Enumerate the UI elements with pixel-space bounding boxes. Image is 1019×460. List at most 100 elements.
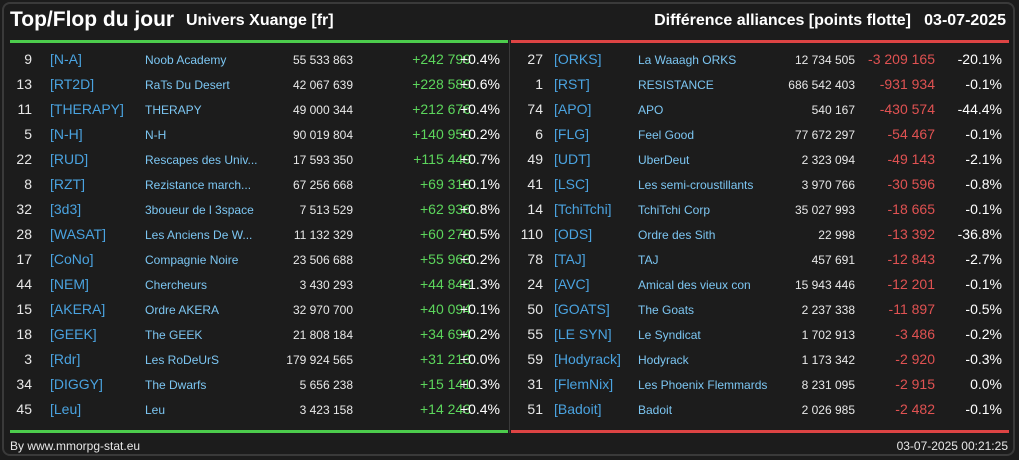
alliance-name-link[interactable]: Ordre AKERA [145, 303, 220, 317]
alliance-tag-link[interactable]: [TchiTchi] [554, 201, 612, 217]
alliance-tag-link[interactable]: [FLG] [554, 126, 590, 142]
alliance-row: 31 [FlemNix] Les Phoenix Flemmards 8 231 09… [511, 373, 1009, 398]
alliance-tag-link[interactable]: [AVC] [554, 276, 590, 292]
alliance-name-link[interactable]: Amical des vieux con [638, 278, 751, 292]
alliance-rank: 6 [535, 126, 543, 142]
alliance-row: 5 [N-H] N-H 90 019 804 +140 950 +0.2% [10, 123, 508, 148]
alliance-name-link[interactable]: Feel Good [638, 128, 695, 142]
alliance-tag-link[interactable]: [ORKS] [554, 51, 602, 67]
alliance-tag-link[interactable]: [RUD] [50, 151, 89, 167]
alliance-name-link[interactable]: UberDeut [638, 153, 690, 167]
alliance-name-link[interactable]: Ordre des Sith [638, 228, 716, 242]
alliance-name-link[interactable]: Le Syndicat [638, 328, 701, 342]
alliance-tag-link[interactable]: [RT2D] [50, 76, 95, 92]
alliance-tag-link[interactable]: [GEEK] [50, 326, 97, 342]
alliance-points: 179 924 565 [286, 353, 353, 367]
alliance-tag-link[interactable]: [Hodyrack] [554, 351, 621, 367]
alliance-name-link[interactable]: Les RoDeUrS [145, 353, 220, 367]
alliance-tag-link[interactable]: [LE SYN] [554, 326, 612, 342]
alliance-tag-link[interactable]: [RST] [554, 76, 590, 92]
alliance-name-link[interactable]: The GEEK [145, 328, 203, 342]
alliance-diff: +40 094 [420, 301, 471, 317]
alliance-diff-percent: -20.1% [957, 51, 1002, 67]
alliance-rank: 17 [16, 251, 32, 267]
alliance-row: 51 [Badoit] Badoit 2 026 985 -2 482 -0.1% [511, 398, 1009, 423]
alliance-name-link[interactable]: TchiTchi Corp [638, 203, 711, 217]
alliance-name-link[interactable]: La Waaagh ORKS [638, 53, 737, 67]
alliance-diff-percent: +0.6% [459, 76, 500, 92]
alliance-tag-link[interactable]: [N-H] [50, 126, 83, 142]
alliance-row: 34 [DIGGY] The Dwarfs 5 656 238 +15 141 +0.3% [10, 373, 508, 398]
alliance-name-link[interactable]: RaTs Du Desert [145, 78, 230, 92]
alliance-tag-link[interactable]: [RZT] [50, 176, 85, 192]
alliance-tag-link[interactable]: [WASAT] [50, 226, 106, 242]
alliance-diff: +115 449 [413, 151, 471, 167]
alliance-name-link[interactable]: N-H [145, 128, 167, 142]
alliance-diff-percent: -2.1% [965, 151, 1002, 167]
alliance-rank: 55 [527, 326, 543, 342]
alliance-name-link[interactable]: Rezistance march... [145, 178, 252, 192]
alliance-diff-percent: +0.8% [459, 201, 500, 217]
alliance-points: 2 323 094 [801, 153, 855, 167]
alliance-name-link[interactable]: TAJ [638, 253, 659, 267]
flop-alliances-panel: 27 [ORKS] La Waaagh ORKS 12 734 505 -3 209 1… [511, 40, 1009, 433]
alliance-name-link[interactable]: Rescapes des Univ... [145, 153, 258, 167]
alliance-tag-link[interactable]: [CoNo] [50, 251, 94, 267]
alliance-tag-link[interactable]: [THERAPY] [50, 101, 124, 117]
alliance-diff: +60 278 [420, 226, 471, 242]
alliance-name-link[interactable]: Les Anciens De W... [145, 228, 253, 242]
alliance-rank: 32 [16, 201, 32, 217]
alliance-tag-link[interactable]: [FlemNix] [554, 376, 614, 392]
alliance-tag-link[interactable]: [TAJ] [554, 251, 586, 267]
alliance-tag-link[interactable]: [Rdr] [50, 351, 81, 367]
alliance-name-link[interactable]: Hodyrack [638, 353, 689, 367]
alliance-name-link[interactable]: APO [638, 103, 664, 117]
alliance-row: 44 [NEM] Chercheurs 3 430 293 +44 848 +1.3% [10, 273, 508, 298]
alliance-name-link[interactable]: The Goats [638, 303, 695, 317]
alliance-name-link[interactable]: Les Phoenix Flemmards [638, 378, 768, 392]
top-alliances-panel: 9 [N-A] Noob Academy 55 533 863 +242 799 +0.4… [10, 40, 508, 433]
alliance-diff-percent: 0.0% [970, 376, 1002, 392]
alliance-diff-percent: -0.8% [965, 176, 1002, 192]
alliance-name-link[interactable]: 3boueur de l 3space [145, 203, 254, 217]
alliance-tag-link[interactable]: [N-A] [50, 51, 82, 67]
alliance-diff: -2 915 [895, 376, 935, 392]
alliance-tag-link[interactable]: [DIGGY] [50, 376, 103, 392]
alliance-diff: -12 843 [887, 251, 935, 267]
alliance-tag-link[interactable]: [Badoit] [554, 401, 602, 417]
alliance-tag-link[interactable]: [GOATS] [554, 301, 610, 317]
alliance-row: 11 [THERAPY] THERAPY 49 000 344 +212 676 +0.4… [10, 98, 508, 123]
alliance-diff-percent: +1.3% [459, 276, 500, 292]
alliance-rank: 22 [16, 151, 32, 167]
alliance-row: 18 [GEEK] The GEEK 21 808 184 +34 694 +0.2% [10, 323, 508, 348]
alliance-tag-link[interactable]: [UDT] [554, 151, 591, 167]
alliance-diff: +228 589 [412, 76, 471, 92]
alliance-name-link[interactable]: Badoit [638, 403, 673, 417]
alliance-points: 42 067 639 [292, 78, 353, 92]
alliance-tag-link[interactable]: [ODS] [554, 226, 593, 242]
alliance-diff: +34 694 [420, 326, 471, 342]
alliance-name-link[interactable]: Leu [145, 403, 166, 417]
alliance-tag-link[interactable]: [3d3] [50, 201, 82, 217]
alliance-name-link[interactable]: THERAPY [145, 103, 202, 117]
alliance-rank: 5 [24, 126, 32, 142]
alliance-name-link[interactable]: The Dwarfs [145, 378, 207, 392]
alliance-name-link[interactable]: Compagnie Noire [145, 253, 239, 267]
alliance-diff-percent: -0.1% [965, 126, 1002, 142]
alliance-tag-link[interactable]: [APO] [554, 101, 592, 117]
alliance-tag-link[interactable]: [LSC] [554, 176, 590, 192]
alliance-name-link[interactable]: Les semi-croustillants [638, 178, 754, 192]
alliance-diff: -3 209 165 [868, 51, 935, 67]
alliance-name-link[interactable]: Chercheurs [145, 278, 208, 292]
alliance-tag-link[interactable]: [AKERA] [50, 301, 106, 317]
alliance-diff-percent: -44.4% [957, 101, 1002, 117]
alliance-points: 21 808 184 [292, 328, 353, 342]
alliance-tag-link[interactable]: [NEM] [50, 276, 89, 292]
footer-timestamp: 03-07-2025 00:21:25 [896, 439, 1008, 453]
alliance-points: 90 019 804 [292, 128, 353, 142]
alliance-tag-link[interactable]: [Leu] [50, 401, 82, 417]
alliance-diff-percent: -0.2% [965, 326, 1002, 342]
alliance-name-link[interactable]: Noob Academy [145, 53, 227, 67]
alliance-points: 1 702 913 [801, 328, 855, 342]
alliance-name-link[interactable]: RESISTANCE [638, 78, 714, 92]
